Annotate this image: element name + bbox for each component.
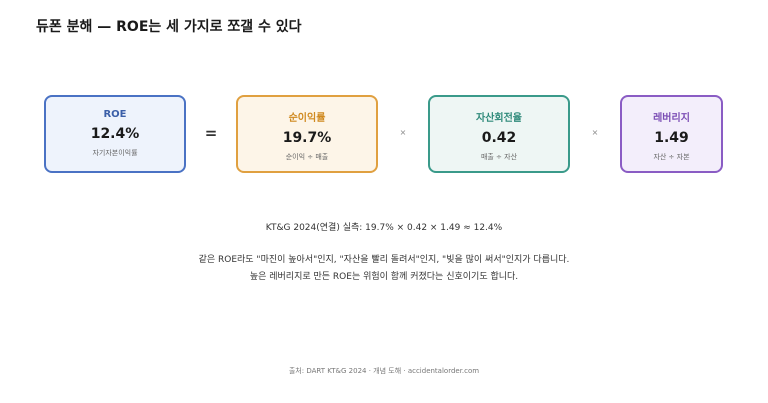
box-label: 레버리지 [653, 113, 690, 124]
operator: = [204, 124, 218, 142]
box: 레버리지 1.49 자산 ÷ 자본 [620, 95, 723, 173]
note: KT&G 2024(연결) 실측: 19.7% × 0.42 × 1.49 ≈ … [265, 223, 503, 233]
box-label: ROE [103, 109, 127, 120]
box-value: 19.7% [282, 130, 332, 146]
box: 순이익률 19.7% 순이익 ÷ 매출 [236, 95, 378, 173]
operator: × [399, 128, 407, 137]
box-sub: 자산 ÷ 자본 [653, 153, 690, 161]
box-value: 1.49 [654, 130, 689, 146]
box-sub: 매출 ÷ 자산 [480, 153, 518, 161]
box-label: 순이익률 [288, 113, 326, 124]
box-value: 0.42 [481, 130, 517, 146]
body-line: 높은 레버리지로 만든 ROE는 위험이 함께 커졌다는 신호이기도 합니다. [249, 272, 519, 282]
title: 듀폰 분해 — ROE는 세 가지로 쪼갤 수 있다 [36, 19, 302, 35]
body-line: 같은 ROE라도 "마진이 높아서"인지, "자산을 빨리 돌려서"인지, "빚… [198, 255, 570, 265]
box-value: 12.4% [90, 126, 140, 142]
box-sub: 순이익 ÷ 매출 [285, 153, 329, 161]
box-sub: 자기자본이익률 [92, 149, 138, 157]
box: ROE 12.4% 자기자본이익률 [44, 95, 186, 173]
body-text: 같은 ROE라도 "마진이 높아서"인지, "자산을 빨리 돌려서"인지, "빚… [0, 252, 768, 286]
box-label: 자산회전율 [476, 113, 522, 124]
operator: × [591, 128, 599, 137]
source: 출처: DART KT&G 2024 · 개념 도해 · accidentalo… [288, 367, 480, 375]
box: 자산회전율 0.42 매출 ÷ 자산 [428, 95, 570, 173]
